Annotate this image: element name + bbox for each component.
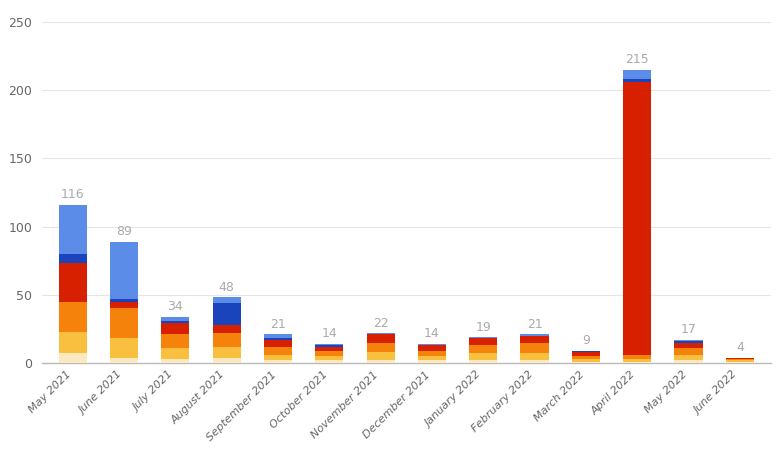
Bar xyxy=(264,334,292,338)
Bar xyxy=(315,344,344,345)
Bar xyxy=(623,79,651,82)
Bar xyxy=(213,298,241,303)
Text: 48: 48 xyxy=(219,281,234,294)
Bar xyxy=(367,334,395,342)
Bar xyxy=(58,354,86,363)
Bar xyxy=(110,242,138,299)
Bar xyxy=(469,337,497,338)
Bar xyxy=(213,347,241,358)
Bar xyxy=(367,352,395,360)
Bar xyxy=(623,70,651,79)
Bar xyxy=(726,362,754,363)
Bar xyxy=(469,354,497,360)
Bar xyxy=(264,360,292,363)
Bar xyxy=(161,321,189,323)
Bar xyxy=(418,351,446,356)
Text: 21: 21 xyxy=(270,318,286,331)
Bar xyxy=(675,341,703,342)
Bar xyxy=(110,338,138,358)
Bar xyxy=(161,359,189,363)
Bar xyxy=(520,334,548,336)
Text: 21: 21 xyxy=(527,318,542,331)
Text: 14: 14 xyxy=(424,327,440,341)
Bar xyxy=(161,317,189,321)
Bar xyxy=(110,358,138,363)
Bar xyxy=(367,342,395,352)
Bar xyxy=(675,360,703,363)
Bar xyxy=(623,355,651,359)
Bar xyxy=(418,344,446,345)
Bar xyxy=(161,348,189,359)
Bar xyxy=(726,358,754,359)
Bar xyxy=(418,360,446,363)
Bar xyxy=(110,302,138,308)
Bar xyxy=(572,356,600,359)
Bar xyxy=(572,359,600,362)
Bar xyxy=(469,360,497,363)
Text: 9: 9 xyxy=(582,334,590,347)
Text: 14: 14 xyxy=(322,327,337,341)
Bar xyxy=(315,347,344,351)
Bar xyxy=(213,325,241,333)
Text: 215: 215 xyxy=(626,53,649,66)
Bar xyxy=(520,342,548,354)
Bar xyxy=(623,359,651,362)
Bar xyxy=(675,340,703,341)
Bar xyxy=(315,345,344,347)
Text: 17: 17 xyxy=(681,323,696,336)
Text: 116: 116 xyxy=(61,189,85,201)
Bar xyxy=(623,362,651,363)
Text: 89: 89 xyxy=(116,225,132,238)
Text: 19: 19 xyxy=(475,321,491,334)
Bar xyxy=(675,348,703,355)
Bar xyxy=(469,338,497,345)
Bar xyxy=(264,340,292,347)
Text: 34: 34 xyxy=(167,300,183,313)
Bar xyxy=(58,302,86,331)
Bar xyxy=(469,345,497,354)
Bar xyxy=(726,360,754,362)
Bar xyxy=(161,334,189,348)
Bar xyxy=(520,336,548,342)
Text: 4: 4 xyxy=(736,341,744,354)
Bar xyxy=(58,254,86,263)
Bar xyxy=(726,359,754,360)
Bar xyxy=(367,360,395,363)
Bar xyxy=(572,352,600,356)
Bar xyxy=(675,342,703,348)
Bar xyxy=(264,355,292,360)
Bar xyxy=(418,356,446,360)
Bar xyxy=(213,303,241,325)
Text: 22: 22 xyxy=(373,317,389,330)
Bar xyxy=(572,351,600,352)
Bar xyxy=(418,345,446,351)
Bar xyxy=(520,360,548,363)
Bar xyxy=(161,323,189,334)
Bar xyxy=(110,299,138,302)
Bar xyxy=(572,362,600,363)
Bar xyxy=(520,354,548,360)
Bar xyxy=(213,333,241,347)
Bar xyxy=(367,333,395,334)
Bar xyxy=(315,360,344,363)
Bar xyxy=(58,263,86,302)
Bar xyxy=(58,205,86,254)
Bar xyxy=(110,308,138,338)
Bar xyxy=(623,82,651,355)
Bar xyxy=(675,355,703,360)
Bar xyxy=(213,358,241,363)
Bar xyxy=(264,338,292,340)
Bar xyxy=(58,331,86,354)
Bar xyxy=(315,356,344,360)
Bar xyxy=(264,347,292,355)
Bar xyxy=(315,351,344,356)
